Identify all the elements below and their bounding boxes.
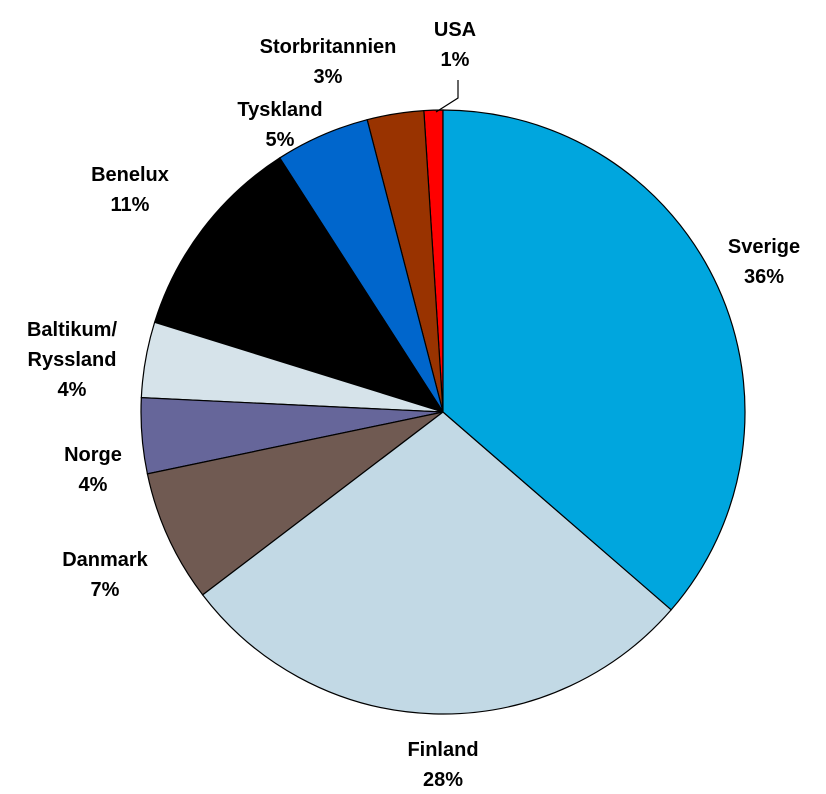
value-label: 3% xyxy=(313,66,343,88)
category-label: Norge xyxy=(64,444,122,466)
value-label: 4% xyxy=(78,474,108,496)
category-label: Benelux xyxy=(91,164,169,186)
value-label: 28% xyxy=(422,769,464,791)
category-label: Sverige xyxy=(727,236,801,258)
slice-label: Storbritannien 3% xyxy=(260,32,397,92)
value-label: 4% xyxy=(57,379,87,401)
pie-slice xyxy=(201,411,673,715)
category-label: Tyskland xyxy=(237,99,323,121)
slice-label: USA 1% xyxy=(434,15,476,75)
category-label: Finland xyxy=(407,739,479,761)
leader-line xyxy=(435,80,459,113)
pie-slice xyxy=(153,157,445,414)
value-label: 36% xyxy=(743,266,785,288)
pie-slice xyxy=(146,411,444,596)
slice-label: Danmark 7% xyxy=(62,545,148,605)
category-label: USA xyxy=(433,19,477,41)
category-label: Danmark xyxy=(62,549,148,571)
value-label: 11% xyxy=(110,194,150,216)
value-label: 5% xyxy=(265,129,295,151)
slice-label: Baltikum/ Ryssland 4% xyxy=(27,315,117,405)
category-label: Baltikum/ Ryssland xyxy=(26,319,118,371)
slice-label: Finland 28% xyxy=(407,735,478,794)
slice-label: Sverige 36% xyxy=(728,232,800,292)
value-label: 1% xyxy=(440,49,470,71)
slice-label: Tyskland 5% xyxy=(237,95,322,155)
slice-label: Norge 4% xyxy=(64,440,122,500)
category-label: Storbritannien xyxy=(259,36,397,58)
pie-slice xyxy=(442,109,746,611)
value-label: 7% xyxy=(90,579,120,601)
slice-label: Benelux 11% xyxy=(91,160,169,220)
